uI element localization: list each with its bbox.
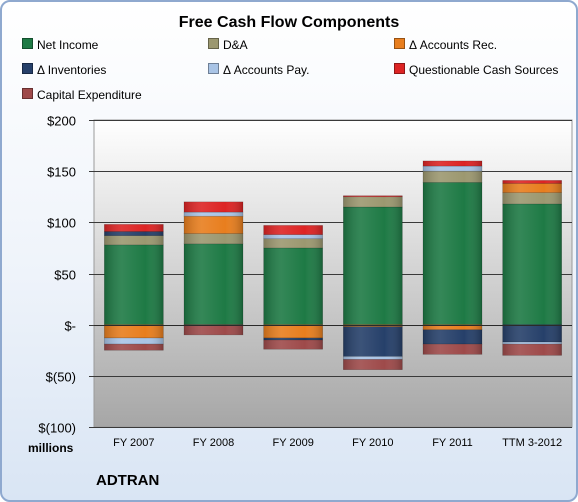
y-tick-label: $200 <box>47 114 76 129</box>
bar-segment-shading <box>502 203 562 325</box>
legend-item: Δ Accounts Rec. <box>394 38 497 52</box>
bar-segment-shading <box>263 324 323 338</box>
bar-segment-shading <box>104 344 164 351</box>
x-tick-label: FY 2009 <box>272 437 313 449</box>
bar-segment-shading <box>184 233 243 244</box>
legend-label: Questionable Cash Sources <box>409 63 559 77</box>
legend-swatch <box>22 88 33 99</box>
legend-swatch <box>394 63 405 74</box>
bar-segment-shading <box>343 196 403 207</box>
bar-segment-shading <box>104 244 164 325</box>
bar-segment-shading <box>263 247 323 325</box>
y-tick-label: $(50) <box>46 370 76 385</box>
bar-segment-shading <box>343 359 403 370</box>
bar-segment-shading <box>423 160 482 167</box>
bar-segment-shading <box>263 340 323 350</box>
legend-label: Δ Accounts Rec. <box>409 38 498 52</box>
plot-area <box>93 119 573 428</box>
legend-item: D&A <box>208 38 248 52</box>
bar-segment-shading <box>423 324 482 330</box>
legend-label: Δ Inventories <box>37 63 107 77</box>
x-tick-label: FY 2007 <box>113 437 154 449</box>
bar-segment-shading <box>104 324 164 338</box>
legend-swatch <box>208 38 219 49</box>
bar-segment-shading <box>502 324 562 343</box>
bar-segment-shading <box>343 206 403 325</box>
bar-segment-shading <box>263 225 323 235</box>
x-tick-label: TTM 3-2012 <box>502 437 562 449</box>
bar-segment-shading <box>263 238 323 248</box>
bar-segment-shading <box>104 231 164 236</box>
legend-swatch <box>22 63 33 74</box>
legend-label: Δ Accounts Pay. <box>223 63 310 77</box>
units-label: millions <box>28 441 74 455</box>
bar-segment-shading <box>502 344 562 356</box>
bar-segment-shading <box>343 195 403 197</box>
legend-item: Questionable Cash Sources <box>394 63 558 77</box>
bar-segment-shading <box>423 182 482 325</box>
x-tick-label: FY 2010 <box>352 437 393 449</box>
y-tick-label: $- <box>64 319 76 334</box>
bar-segment-shading <box>104 224 164 232</box>
bar-segment-shading <box>184 216 243 234</box>
bar-segment-shading <box>104 337 164 345</box>
legend-swatch <box>394 38 405 49</box>
bar-segment-shading <box>343 356 403 360</box>
legend-item: Net Income <box>22 38 98 52</box>
bar-segment-shading <box>502 183 562 193</box>
bar-segment-shading <box>502 192 562 204</box>
legend-label: D&A <box>223 38 248 52</box>
bar-segment-shading <box>263 337 323 341</box>
y-tick-label: $50 <box>54 268 76 283</box>
x-tick-label: FY 2011 <box>432 437 473 449</box>
y-tick-label: $100 <box>47 216 76 231</box>
legend-item: Δ Inventories <box>22 63 106 77</box>
chart-title: Free Cash Flow Components <box>178 14 400 31</box>
bar-segment-shading <box>184 243 243 325</box>
legend-item: Capital Expenditure <box>22 88 142 102</box>
legend-swatch <box>22 38 33 49</box>
legend-label: Net Income <box>37 38 99 52</box>
bar-segment-shading <box>343 326 403 357</box>
y-tick-label: $150 <box>47 165 76 180</box>
bar-segment-shading <box>184 324 243 335</box>
legend-swatch <box>208 63 219 74</box>
legend-label: Capital Expenditure <box>37 88 142 102</box>
legend-item: Δ Accounts Pay. <box>208 63 310 77</box>
x-tick-label: FY 2008 <box>193 437 234 449</box>
company-name: ADTRAN <box>96 472 160 489</box>
y-tick-label: $(100) <box>38 421 76 436</box>
bar-segment-shading <box>184 201 243 213</box>
bar-segment-shading <box>423 344 482 355</box>
bar-segment-shading <box>104 235 164 245</box>
bar-segment-shading <box>423 329 482 345</box>
bar-segment-shading <box>423 171 482 183</box>
bar-segment-shading <box>423 166 482 172</box>
bar-segment-shading <box>263 234 323 239</box>
bar-segment-shading <box>184 212 243 217</box>
bar-segment-shading <box>502 342 562 345</box>
bar-segment-shading <box>502 180 562 184</box>
